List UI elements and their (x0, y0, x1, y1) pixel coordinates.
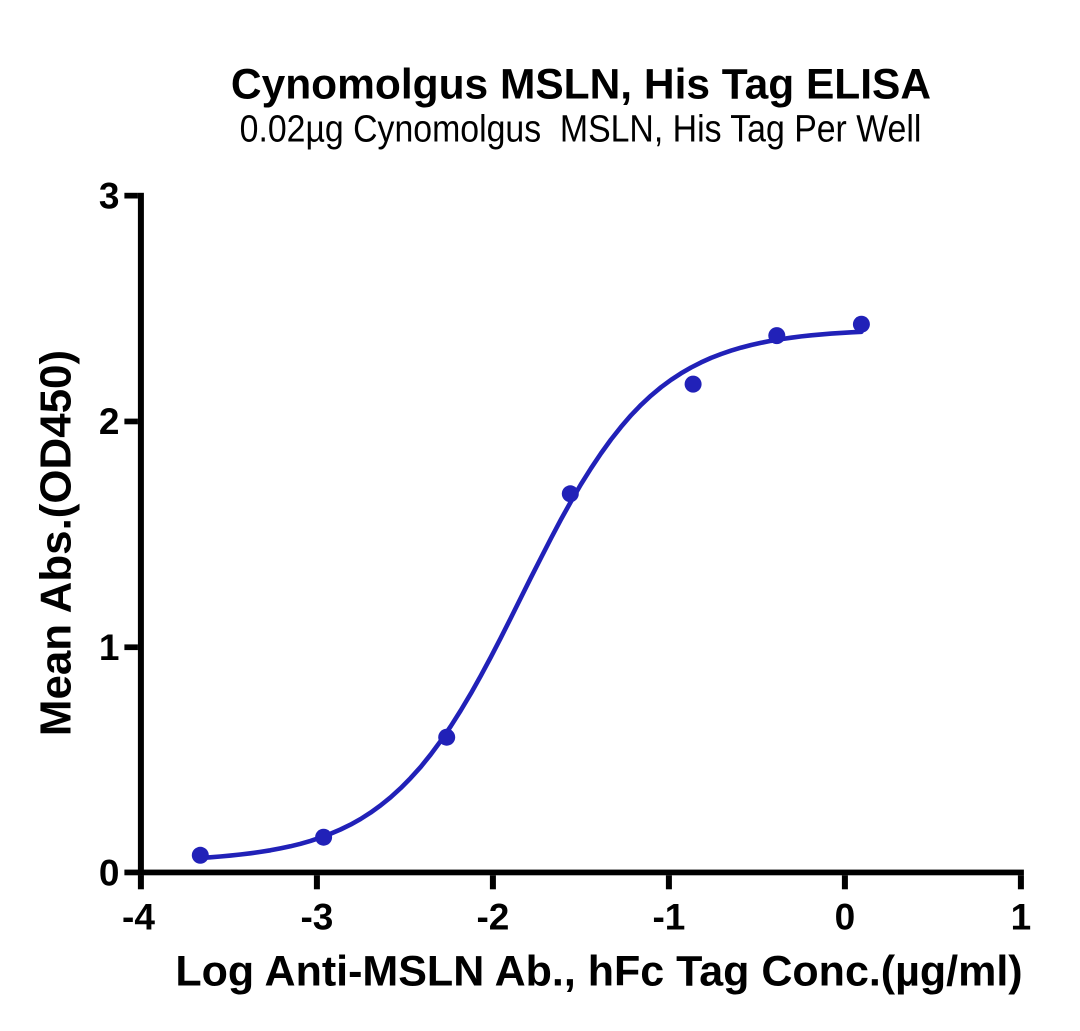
svg-text:Mean Abs.(OD450): Mean Abs.(OD450) (32, 350, 81, 736)
svg-text:3: 3 (99, 175, 120, 216)
svg-text:0: 0 (99, 853, 120, 894)
svg-text:0.02µg Cynomolgus MSLN, His T: 0.02µg Cynomolgus MSLN, His Tag Per Well (240, 107, 922, 150)
svg-text:-1: -1 (652, 897, 685, 938)
svg-text:-3: -3 (300, 897, 333, 938)
svg-text:-4: -4 (122, 897, 155, 938)
svg-text:Log Anti-MSLN Ab., hFc Tag Con: Log Anti-MSLN Ab., hFc Tag Conc.(µg/ml) (175, 948, 1022, 996)
svg-text:2: 2 (99, 401, 120, 442)
svg-text:0: 0 (835, 897, 856, 938)
svg-text:-2: -2 (476, 897, 509, 938)
svg-text:1: 1 (1011, 897, 1032, 938)
svg-text:1: 1 (99, 627, 120, 668)
svg-text:Cynomolgus MSLN, His Tag ELISA: Cynomolgus MSLN, His Tag ELISA (231, 60, 931, 108)
